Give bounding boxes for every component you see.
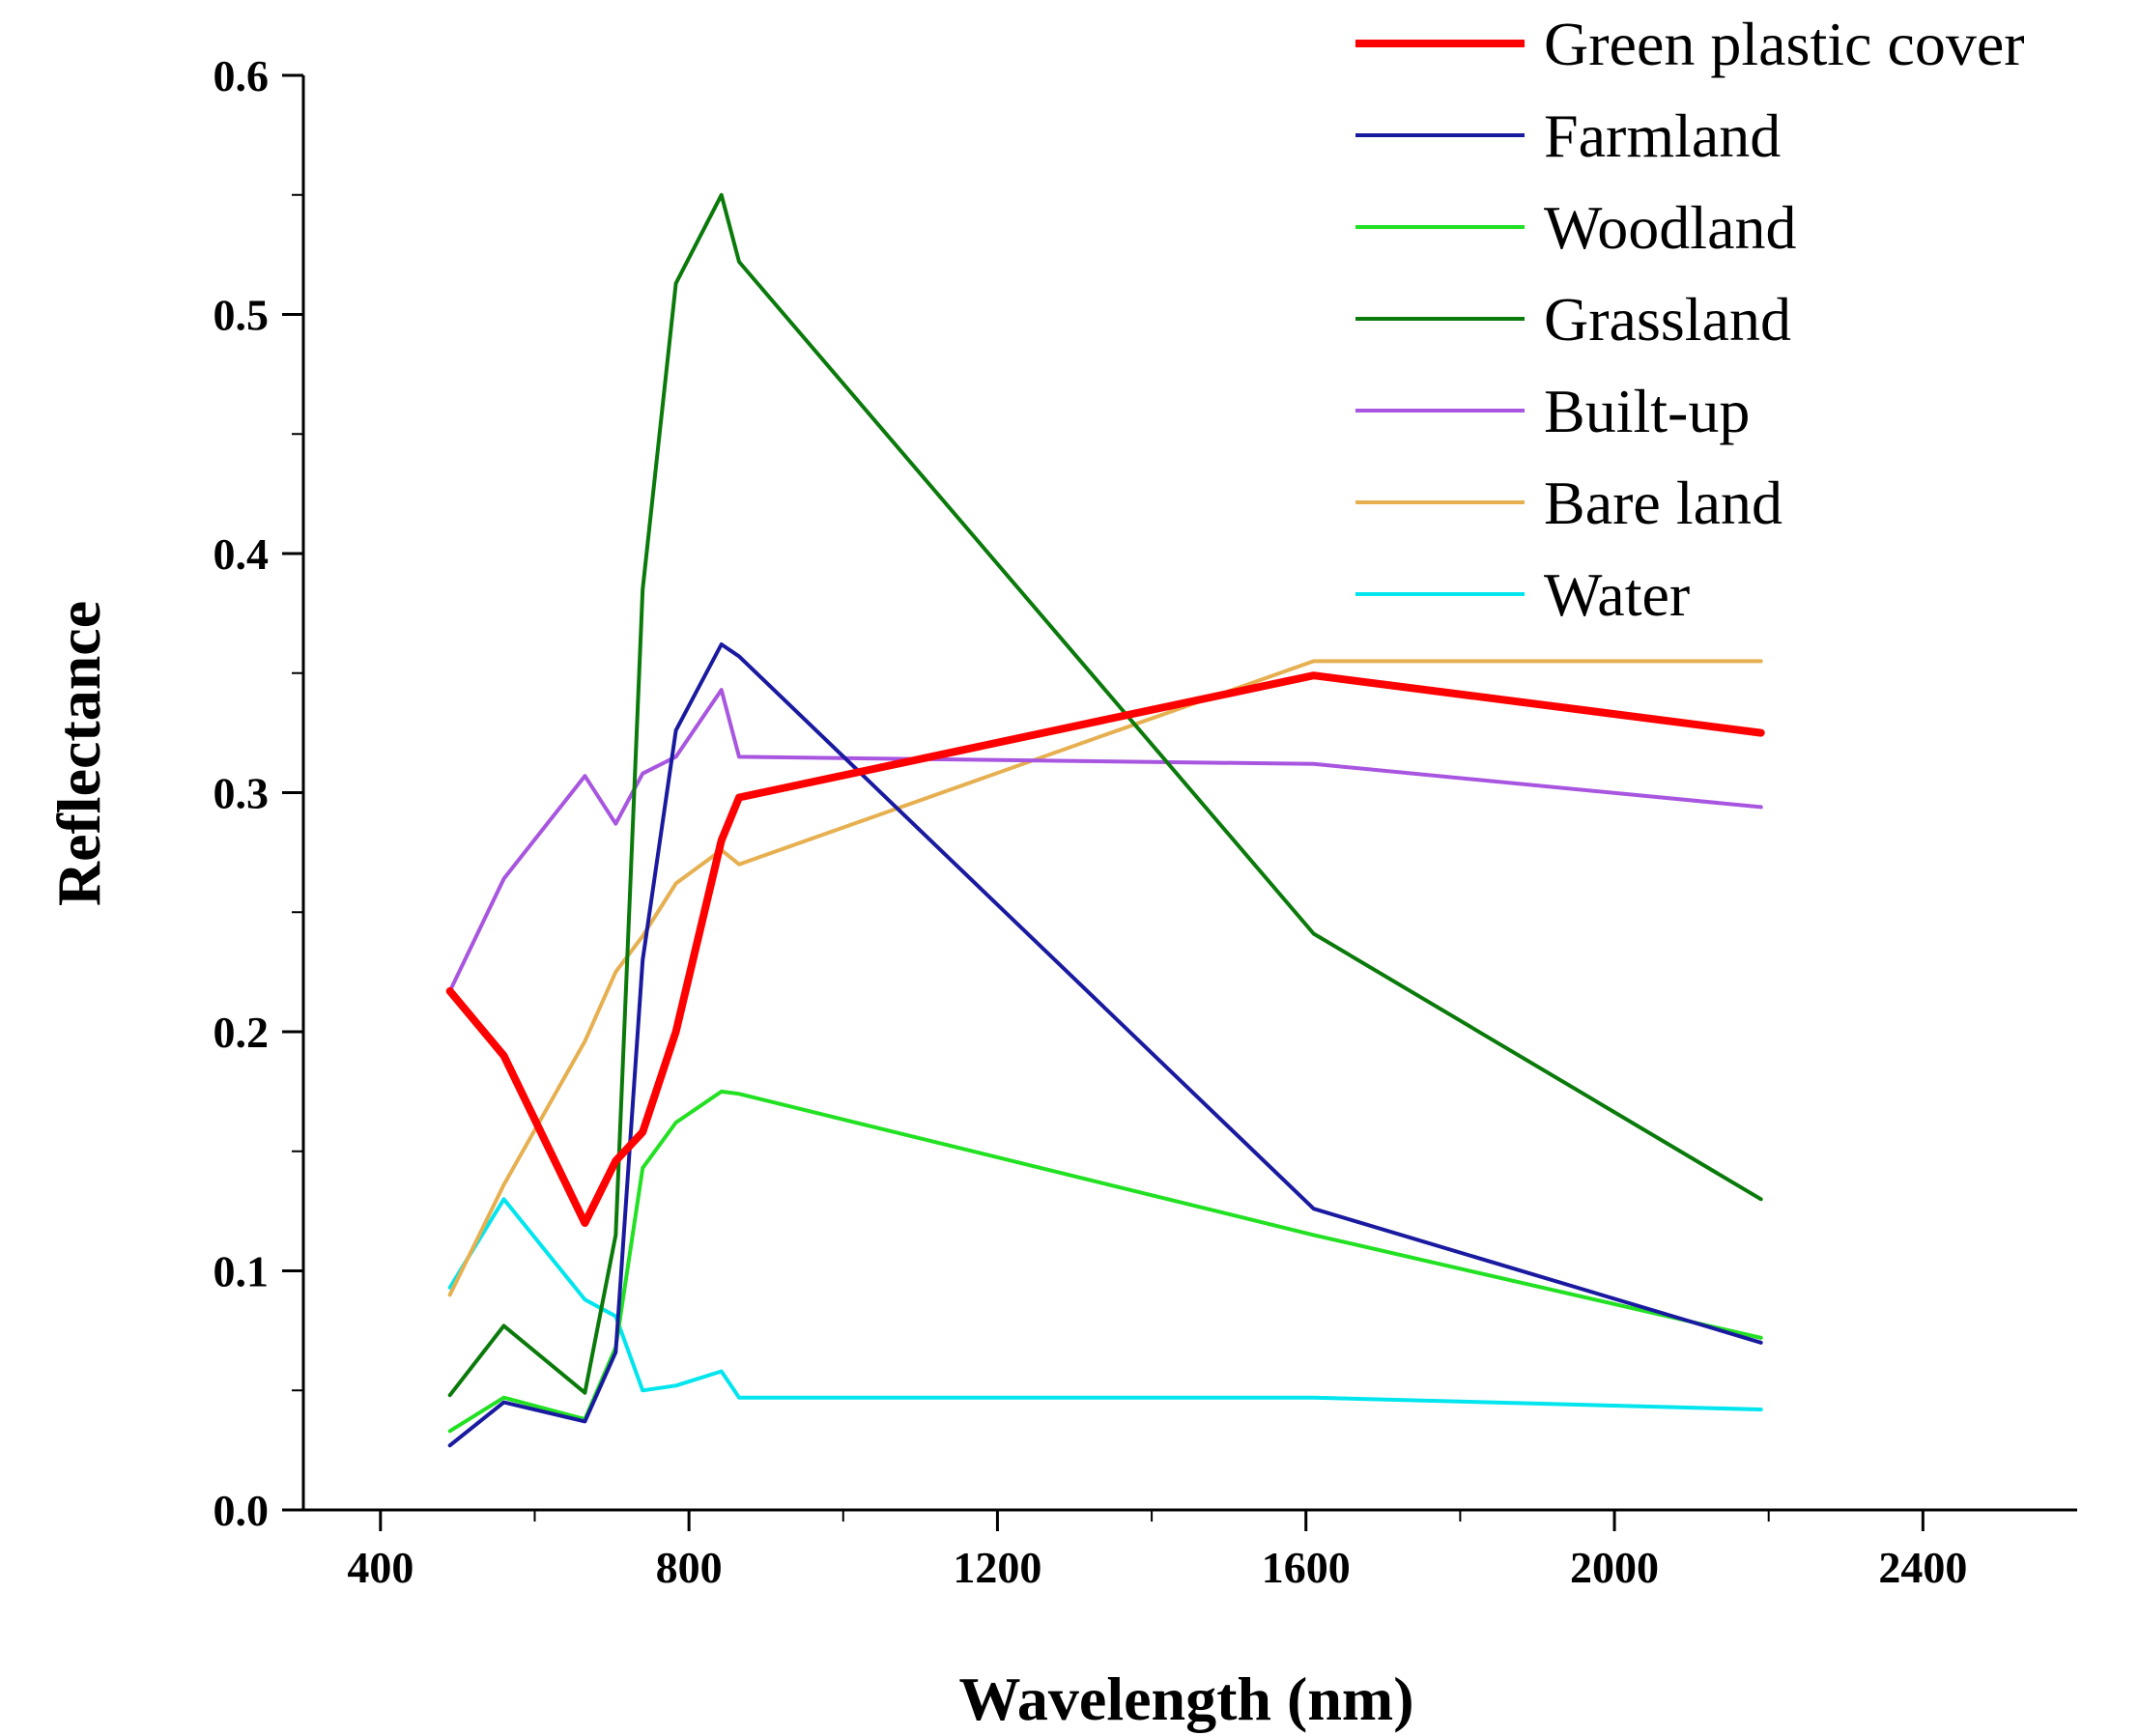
x-tick-label: 800 [656, 1543, 723, 1592]
x-tick-label: 400 [347, 1543, 414, 1592]
legend-label-built-up: Built-up [1544, 377, 1750, 445]
series-line-water [447, 1197, 1763, 1411]
axes: 400 800 1200 1600 2000 2400 0.0 0.1 0.2 0.3 0.4 0.5… [214, 51, 2077, 1592]
x-tick-label: 1200 [953, 1543, 1041, 1592]
series-line-bare-land [447, 659, 1763, 1297]
y-tick-label: 0.6 [214, 51, 270, 100]
x-tick-label: 2000 [1570, 1543, 1659, 1592]
legend-label-water: Water [1544, 560, 1690, 629]
x-tick-label: 1600 [1262, 1543, 1351, 1592]
y-tick-label: 0.1 [214, 1247, 270, 1296]
legend-label-bare-land: Bare land [1544, 469, 1782, 537]
series-lines [445, 192, 1765, 1448]
y-tick-label: 0.3 [214, 769, 270, 818]
series-line-green-plastic-cover [445, 671, 1765, 1227]
series-line-woodland [447, 1089, 1763, 1434]
legend-label-green-plastic-cover: Green plastic cover [1544, 10, 2025, 78]
x-axis-title: Wavelength (nm) [958, 1665, 1413, 1733]
legend-label-woodland: Woodland [1544, 193, 1796, 262]
legend-label-grassland: Grassland [1544, 285, 1791, 354]
y-tick-label: 0.4 [214, 529, 270, 579]
x-tick-label: 2400 [1878, 1543, 1967, 1592]
y-tick-label: 0.5 [214, 291, 270, 340]
y-axis-title: Reflectance [44, 601, 113, 906]
y-tick-label: 0.0 [214, 1486, 270, 1535]
series-line-built-up [447, 688, 1763, 993]
legend-label-farmland: Farmland [1544, 101, 1781, 170]
y-tick-label: 0.2 [214, 1008, 270, 1057]
legend: Green plastic cover Farmland Woodland Grass… [1355, 10, 2025, 629]
series-line-grassland [447, 192, 1763, 1398]
series-line-farmland [447, 642, 1763, 1448]
